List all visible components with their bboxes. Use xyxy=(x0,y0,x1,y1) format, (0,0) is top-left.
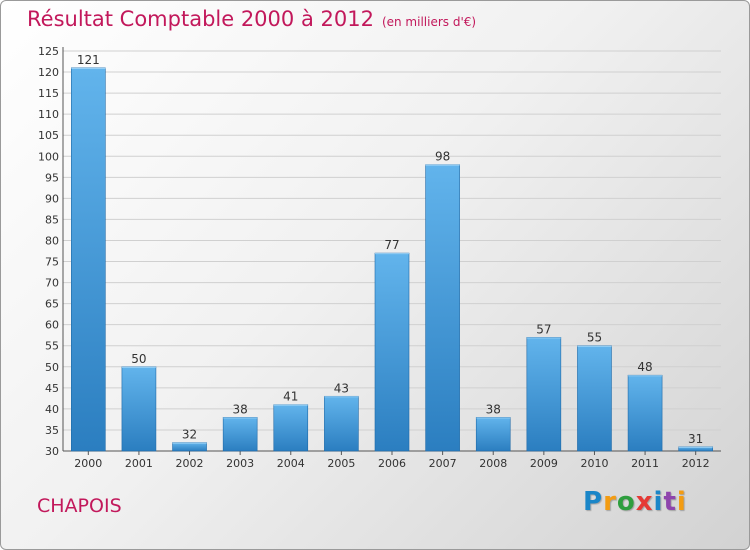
bar-series xyxy=(71,67,713,452)
bar-2007 xyxy=(425,164,460,452)
y-tick-label: 60 xyxy=(45,319,59,332)
y-tick-label: 125 xyxy=(38,45,59,58)
y-tick-label: 75 xyxy=(45,256,59,269)
x-tick-label: 2005 xyxy=(327,457,355,470)
y-tick-label: 50 xyxy=(45,361,59,374)
value-label: 121 xyxy=(77,53,100,67)
commune-name: CHAPOIS xyxy=(37,495,122,517)
y-tick-label: 80 xyxy=(45,234,59,247)
value-label: 48 xyxy=(637,360,652,374)
x-tick-label: 2009 xyxy=(530,457,558,470)
x-tick-label: 2000 xyxy=(74,457,102,470)
x-tick-label: 2001 xyxy=(125,457,153,470)
bar-2010 xyxy=(577,345,612,452)
value-label: 55 xyxy=(587,331,602,345)
bar-2000 xyxy=(71,67,106,452)
x-tick-label: 2011 xyxy=(631,457,659,470)
logo-letter: i xyxy=(653,487,664,517)
x-tick-label: 2010 xyxy=(580,457,608,470)
y-tick-label: 85 xyxy=(45,213,59,226)
bar-2009 xyxy=(526,337,562,452)
y-tick-label: 115 xyxy=(38,87,59,100)
proxiti-logo[interactable]: Proxiti xyxy=(583,487,687,517)
x-tick-label: 2008 xyxy=(479,457,507,470)
logo-letter: o xyxy=(616,487,636,517)
y-tick-label: 45 xyxy=(45,382,59,395)
y-tick-label: 40 xyxy=(45,403,59,416)
bar-2008 xyxy=(475,417,511,452)
value-label: 98 xyxy=(435,150,450,164)
bar-2006 xyxy=(374,252,410,452)
x-tick-label: 2003 xyxy=(226,457,254,470)
y-tick-label: 105 xyxy=(38,129,59,142)
chart-title: Résultat Comptable 2000 à 2012 xyxy=(27,7,374,31)
bar-2011 xyxy=(627,374,663,452)
bar-2001 xyxy=(121,366,157,452)
chart-title-block: Résultat Comptable 2000 à 2012 (en millie… xyxy=(27,7,476,31)
y-tick-label: 100 xyxy=(38,150,59,163)
bar-2003 xyxy=(222,417,258,452)
y-tick-label: 30 xyxy=(45,445,59,458)
value-label: 43 xyxy=(334,381,349,395)
value-label: 57 xyxy=(536,322,551,336)
value-label: 50 xyxy=(131,352,146,366)
logo-letter: r xyxy=(603,487,617,517)
y-tick-label: 70 xyxy=(45,277,59,290)
logo-letter: x xyxy=(635,487,654,517)
value-label: 77 xyxy=(384,238,399,252)
value-label: 38 xyxy=(233,402,248,416)
bar-2002 xyxy=(172,442,207,452)
x-tick-label: 2007 xyxy=(429,457,457,470)
x-tick-label: 2012 xyxy=(682,457,710,470)
x-tick-label: 2002 xyxy=(176,457,204,470)
logo-letter: P xyxy=(583,487,604,517)
y-tick-label: 95 xyxy=(45,171,59,184)
bar-2005 xyxy=(324,395,359,452)
y-tick-label: 55 xyxy=(45,340,59,353)
value-label: 38 xyxy=(486,402,501,416)
value-label: 31 xyxy=(688,432,703,446)
x-tick-label: 2006 xyxy=(378,457,406,470)
x-tick-label: 2004 xyxy=(277,457,305,470)
y-tick-label: 65 xyxy=(45,298,59,311)
y-tick-label: 35 xyxy=(45,424,59,437)
value-label: 41 xyxy=(283,390,298,404)
bar-2004 xyxy=(273,404,309,452)
y-tick-label: 120 xyxy=(38,66,59,79)
logo-letter: t xyxy=(663,487,677,517)
y-tick-label: 110 xyxy=(38,108,59,121)
chart-labels: 30 35 40 45 50 55 60 65 70 75 80 85 90 95 100 105 110 115… xyxy=(38,45,710,470)
value-label: 32 xyxy=(182,428,197,442)
chart-unit-label: (en milliers d'€) xyxy=(381,15,477,29)
logo-letter: i xyxy=(676,487,687,517)
y-tick-label: 90 xyxy=(45,192,59,205)
